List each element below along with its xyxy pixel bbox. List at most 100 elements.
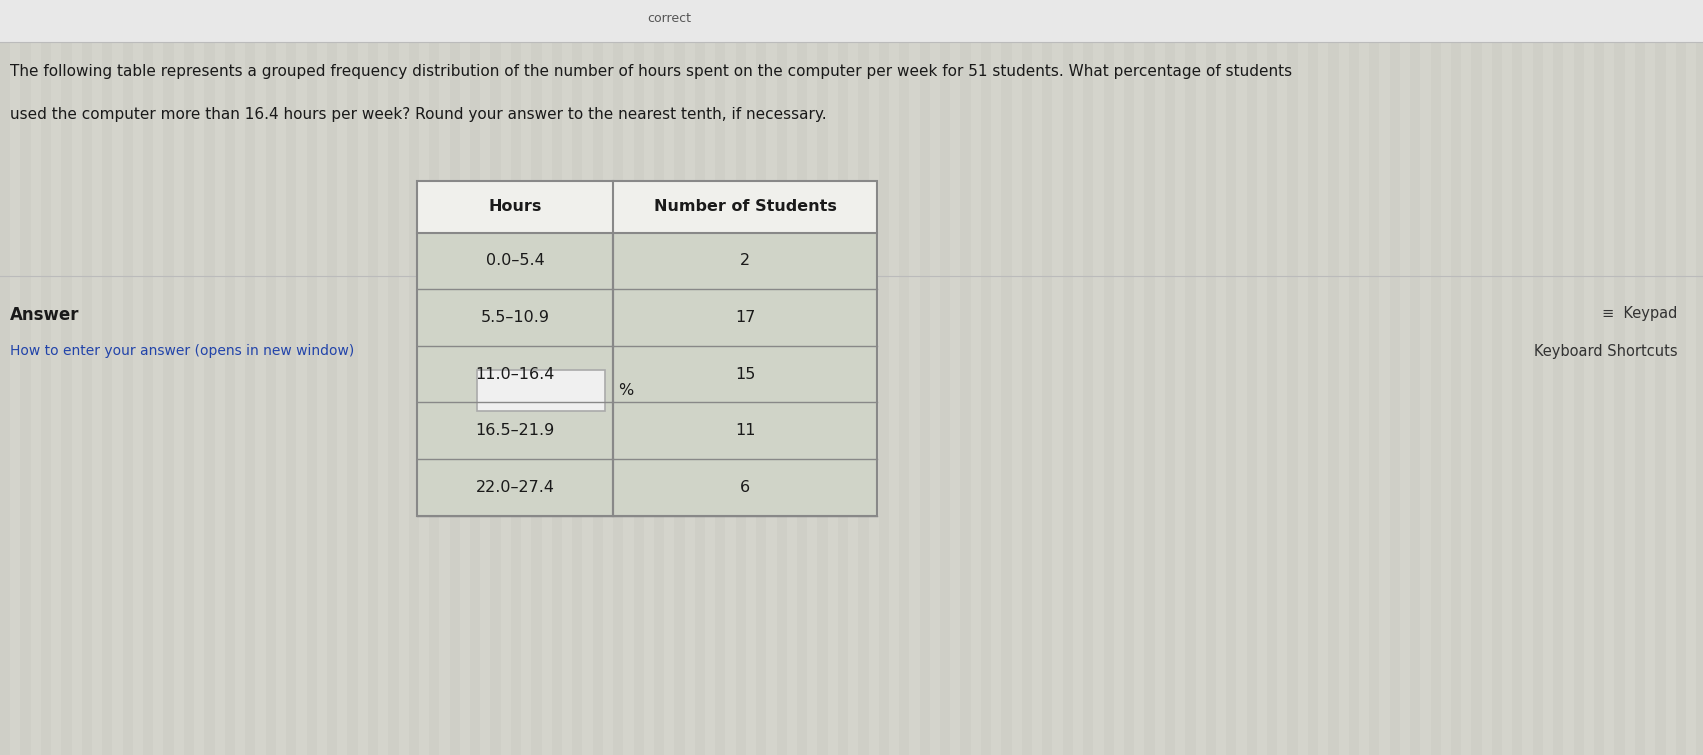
Text: Number of Students: Number of Students xyxy=(654,199,836,214)
Bar xyxy=(1349,0,1359,755)
Bar xyxy=(879,0,889,755)
Bar xyxy=(409,0,419,755)
Bar xyxy=(981,0,991,755)
Bar xyxy=(1247,0,1257,755)
Text: 17: 17 xyxy=(736,310,754,325)
Bar xyxy=(593,0,603,755)
Bar xyxy=(0,0,10,755)
Bar xyxy=(1104,0,1114,755)
Bar xyxy=(1165,0,1175,755)
Text: %: % xyxy=(618,384,634,398)
Bar xyxy=(266,0,276,755)
Bar xyxy=(1328,0,1339,755)
Bar xyxy=(477,370,605,411)
Bar xyxy=(838,0,848,755)
Bar xyxy=(417,346,877,402)
Bar xyxy=(1594,0,1604,755)
Bar xyxy=(736,0,746,755)
Bar xyxy=(613,0,623,755)
Bar xyxy=(634,0,644,755)
Text: Answer: Answer xyxy=(10,306,80,324)
Bar xyxy=(1471,0,1482,755)
Bar xyxy=(940,0,950,755)
Text: 11: 11 xyxy=(734,424,756,438)
Text: used the computer more than 16.4 hours per week? Round your answer to the neares: used the computer more than 16.4 hours p… xyxy=(10,107,828,122)
Text: 5.5–10.9: 5.5–10.9 xyxy=(480,310,550,325)
Bar xyxy=(1144,0,1155,755)
Text: Keyboard Shortcuts: Keyboard Shortcuts xyxy=(1534,344,1677,359)
Bar xyxy=(143,0,153,755)
Text: 16.5–21.9: 16.5–21.9 xyxy=(475,424,555,438)
Bar xyxy=(1063,0,1073,755)
Bar xyxy=(184,0,194,755)
Bar xyxy=(417,289,877,346)
Bar xyxy=(417,181,877,233)
Bar xyxy=(858,0,869,755)
Text: 15: 15 xyxy=(736,367,754,381)
Bar xyxy=(674,0,685,755)
Bar xyxy=(1451,0,1461,755)
Bar xyxy=(920,0,930,755)
Text: 2: 2 xyxy=(741,254,749,268)
Bar xyxy=(0,0,1703,42)
Bar xyxy=(368,0,378,755)
Bar xyxy=(417,181,877,516)
Bar xyxy=(327,0,337,755)
Bar xyxy=(163,0,174,755)
Bar xyxy=(417,402,877,459)
Bar xyxy=(20,0,31,755)
Bar xyxy=(307,0,317,755)
Text: correct: correct xyxy=(647,12,691,26)
Bar xyxy=(715,0,725,755)
Bar xyxy=(1267,0,1277,755)
Bar xyxy=(1655,0,1666,755)
Bar xyxy=(347,0,358,755)
Bar xyxy=(960,0,971,755)
Bar xyxy=(1287,0,1298,755)
Text: How to enter your answer (opens in new window): How to enter your answer (opens in new w… xyxy=(10,344,354,358)
Bar xyxy=(1022,0,1032,755)
Bar xyxy=(417,459,877,516)
Bar xyxy=(490,0,501,755)
Bar xyxy=(1676,0,1686,755)
Bar xyxy=(388,0,399,755)
Bar xyxy=(1308,0,1318,755)
Bar xyxy=(470,0,480,755)
Bar xyxy=(695,0,705,755)
Bar xyxy=(450,0,460,755)
Bar xyxy=(1410,0,1420,755)
Text: 22.0–27.4: 22.0–27.4 xyxy=(475,480,555,495)
Bar xyxy=(1226,0,1236,755)
Text: 0.0–5.4: 0.0–5.4 xyxy=(485,254,545,268)
Bar xyxy=(1185,0,1196,755)
Bar xyxy=(1574,0,1584,755)
Bar xyxy=(1390,0,1400,755)
Bar xyxy=(1001,0,1012,755)
Bar xyxy=(204,0,215,755)
Bar xyxy=(756,0,766,755)
Bar xyxy=(1635,0,1645,755)
Text: 11.0–16.4: 11.0–16.4 xyxy=(475,367,555,381)
Bar xyxy=(1431,0,1441,755)
Bar xyxy=(572,0,582,755)
Bar xyxy=(1614,0,1625,755)
Bar xyxy=(899,0,909,755)
Bar xyxy=(552,0,562,755)
Bar xyxy=(1042,0,1052,755)
Bar xyxy=(1553,0,1563,755)
Bar xyxy=(429,0,439,755)
Bar xyxy=(654,0,664,755)
Text: Hours: Hours xyxy=(489,199,542,214)
Bar xyxy=(531,0,542,755)
Bar xyxy=(817,0,828,755)
Bar xyxy=(82,0,92,755)
Bar xyxy=(1124,0,1134,755)
Text: The following table represents a grouped frequency distribution of the number of: The following table represents a grouped… xyxy=(10,64,1293,79)
Bar xyxy=(245,0,255,755)
Bar xyxy=(797,0,807,755)
Bar xyxy=(1696,0,1703,755)
Bar xyxy=(511,0,521,755)
Bar xyxy=(1083,0,1093,755)
Bar xyxy=(1533,0,1543,755)
Bar xyxy=(286,0,296,755)
